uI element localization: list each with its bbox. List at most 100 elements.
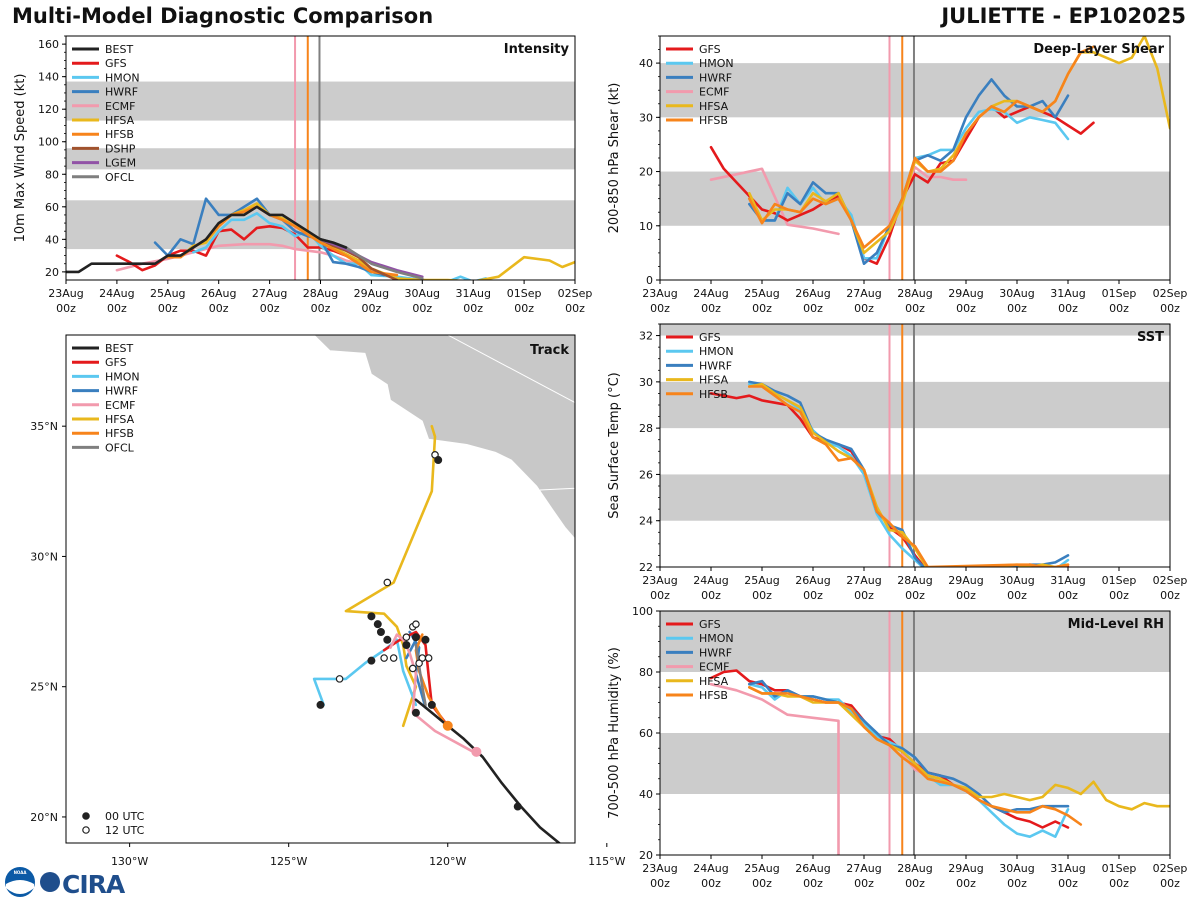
x-tick-label-hour: 00z xyxy=(412,302,432,315)
legend-label-gfs: GFS xyxy=(105,57,127,70)
x-tick-label-hour: 00z xyxy=(1007,877,1027,890)
legend-label-hfsb: HFSB xyxy=(699,689,728,702)
y-tick-label: 24 xyxy=(639,515,653,528)
legend-label-best: BEST xyxy=(105,342,133,355)
legend-label-gfs: GFS xyxy=(699,43,721,56)
y-tick-label: 40 xyxy=(639,788,653,801)
x-tick-label: 23Aug xyxy=(642,287,677,300)
x-tick-label-hour: 00z xyxy=(803,877,823,890)
legend-label-hwrf: HWRF xyxy=(105,385,138,398)
x-tick-label: 31Aug xyxy=(1050,574,1085,587)
y-tick-label: 32 xyxy=(639,330,653,343)
legend-label-hmon: HMON xyxy=(699,632,734,645)
x-tick-label: 29Aug xyxy=(948,574,983,587)
legend-label-best: BEST xyxy=(105,43,133,56)
x-tick-label: 25Aug xyxy=(744,862,779,875)
x-tick-label: 02Sep xyxy=(1153,574,1188,587)
legend-label-ofcl: OFCL xyxy=(105,441,135,454)
cira-logo-text: CIRA xyxy=(62,870,126,899)
band-1 xyxy=(660,611,1170,672)
band-2 xyxy=(660,324,1170,336)
marker-00utc xyxy=(434,456,443,465)
legend-label-ecmf: ECMF xyxy=(699,661,729,674)
x-tick-label-hour: 00z xyxy=(854,589,874,602)
marker-12utc xyxy=(408,664,417,673)
y-tick-label: 140 xyxy=(38,71,59,84)
chart-shear: 0 10 20 30 40 23Aug 00z 24Aug 00z 25Aug 00z 26Aug 00… xyxy=(607,35,1187,315)
marker-00utc xyxy=(411,633,420,642)
x-tick-label: 26Aug xyxy=(201,287,236,300)
y-tick-label: 80 xyxy=(639,666,653,679)
x-tick-label: 23Aug xyxy=(642,574,677,587)
series-line-hfsb xyxy=(748,686,1083,826)
x-tick-label: 02Sep xyxy=(1153,862,1188,875)
border-line xyxy=(447,335,575,404)
series-group xyxy=(66,197,575,280)
legend-label-hfsa: HFSA xyxy=(699,374,729,387)
band-1 xyxy=(660,381,1170,429)
y-tick-label: 20 xyxy=(45,266,59,279)
y-tick-label: 10 xyxy=(639,220,653,233)
land-mass xyxy=(313,335,575,540)
legend-label-hwrf: HWRF xyxy=(699,646,732,659)
y-tick-label: 28 xyxy=(639,422,653,435)
chart-track: 130°W 125°W 120°W 115°W 20°N 25°N 30°N 35°N Trac… xyxy=(30,334,626,868)
x-tick-label: 26Aug xyxy=(795,862,830,875)
legend-label-dshp: DSHP xyxy=(105,142,136,155)
x-tick-label-hour: 00z xyxy=(107,302,127,315)
y-tick-label: 20 xyxy=(639,166,653,179)
x-tick-label-hour: 00z xyxy=(650,877,670,890)
x-tick-label-hour: 00z xyxy=(1109,877,1129,890)
y-tick-label: 30°N xyxy=(30,550,58,563)
legend-label-hmon: HMON xyxy=(699,57,734,70)
storm-point-hfsb xyxy=(442,720,453,731)
chart-title: Deep-Layer Shear xyxy=(1033,42,1164,57)
noaa-wave xyxy=(6,880,34,894)
x-tick-label: 30Aug xyxy=(999,574,1034,587)
x-tick-label: 27Aug xyxy=(846,287,881,300)
y-tick-label: 20°N xyxy=(30,811,58,824)
x-tick-label-hour: 00z xyxy=(158,302,178,315)
y-tick-label: 80 xyxy=(45,168,59,181)
x-tick-label: 25Aug xyxy=(744,574,779,587)
legend-label-hfsb: HFSB xyxy=(105,128,134,141)
x-tick-label-hour: 00z xyxy=(1007,302,1027,315)
series-line-gfs xyxy=(709,669,1070,829)
x-tick-label: 24Aug xyxy=(693,862,728,875)
x-tick-label-hour: 00z xyxy=(1109,589,1129,602)
x-tick-label-hour: 00z xyxy=(1058,877,1078,890)
x-tick-label: 01Sep xyxy=(1102,862,1137,875)
x-tick-label-hour: 00z xyxy=(514,302,534,315)
x-tick-label: 29Aug xyxy=(948,862,983,875)
y-axis-label: 10m Max Wind Speed (kt) xyxy=(13,74,28,243)
x-tick-label-hour: 00z xyxy=(905,877,925,890)
marker-00utc xyxy=(572,853,579,860)
track-line-best xyxy=(414,698,562,843)
x-tick-label-hour: 00z xyxy=(1058,589,1078,602)
band-0 xyxy=(660,474,1170,521)
x-tick-label-hour: 00z xyxy=(752,302,772,315)
marker-00utc xyxy=(367,612,376,621)
chart-rh: 20 40 60 80 100 23Aug 00z 24Aug 00z 25Aug 00z 26Aug… xyxy=(607,605,1187,890)
y-tick-label: 25°N xyxy=(30,681,58,694)
storm-point-ecmf xyxy=(471,746,482,757)
y-tick-label: 22 xyxy=(639,561,653,574)
legend-label-hfsa: HFSA xyxy=(699,675,729,688)
x-tick-label: 28Aug xyxy=(897,287,932,300)
x-tick-label: 24Aug xyxy=(693,287,728,300)
x-tick-label-hour: 00z xyxy=(905,302,925,315)
legend-label-hmon: HMON xyxy=(699,345,734,358)
band-0 xyxy=(660,171,1170,226)
chart-title: Mid-Level RH xyxy=(1068,617,1164,632)
legend-label-hfsa: HFSA xyxy=(105,114,135,127)
x-tick-label-hour: 00z xyxy=(311,302,331,315)
x-tick-label-hour: 00z xyxy=(956,302,976,315)
y-axis-label: 700-500 hPa Humidity (%) xyxy=(607,647,622,819)
x-tick-label: 27Aug xyxy=(252,287,287,300)
y-tick-label: 40 xyxy=(639,57,653,70)
x-tick-label: 24Aug xyxy=(99,287,134,300)
marker-00utc xyxy=(411,708,420,717)
